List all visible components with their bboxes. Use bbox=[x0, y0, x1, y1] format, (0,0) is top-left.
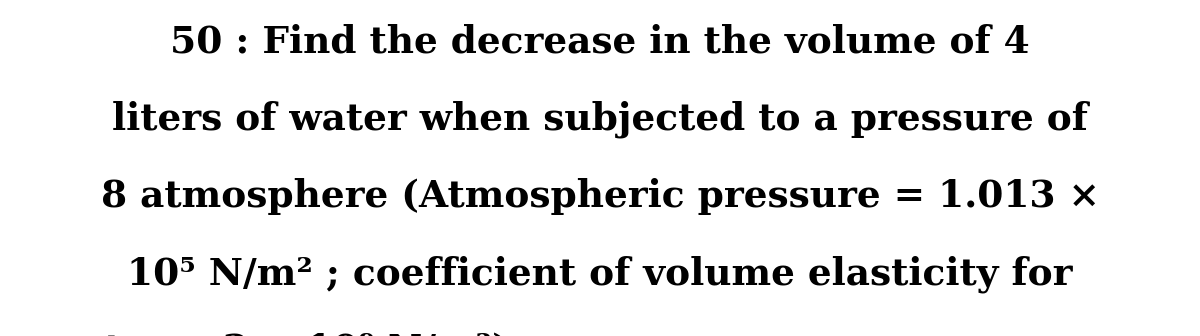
Text: 50 : Find the decrease in the volume of 4: 50 : Find the decrease in the volume of … bbox=[170, 24, 1030, 60]
Text: 8 atmosphere (Atmospheric pressure = 1.013 ×: 8 atmosphere (Atmospheric pressure = 1.0… bbox=[101, 178, 1099, 215]
Text: liters of water when subjected to a pressure of: liters of water when subjected to a pres… bbox=[112, 101, 1088, 138]
Text: 10⁵ N/m² ; coefficient of volume elasticity for: 10⁵ N/m² ; coefficient of volume elastic… bbox=[127, 255, 1073, 293]
Text: water = 2 × 10⁹ N/m²): water = 2 × 10⁹ N/m²) bbox=[48, 333, 510, 336]
